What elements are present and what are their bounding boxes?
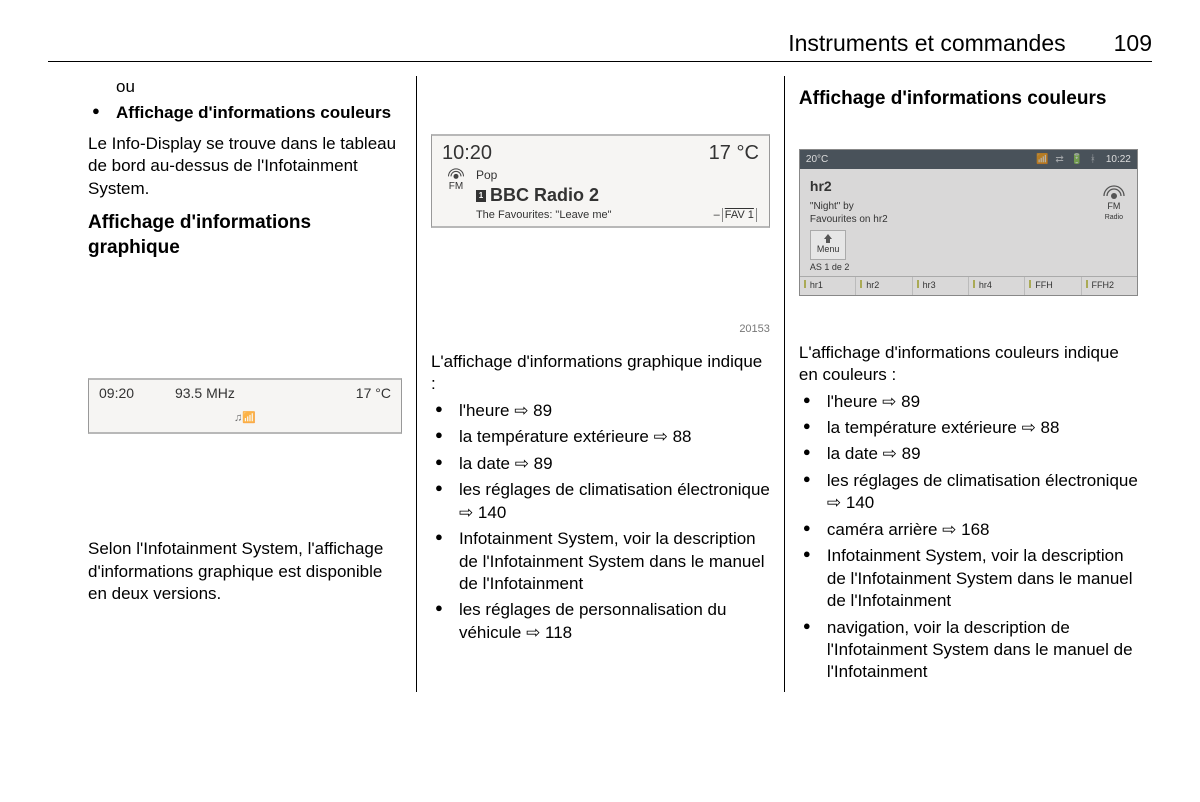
bullet-list: l'heure ⇨ 89 la température extérieure ⇨ … (431, 400, 770, 644)
fm-icon: FM Radio (1101, 183, 1127, 226)
bullet-list-continued: Affichage d'informations couleurs (88, 102, 402, 124)
cross-reference: ⇨ 88 (1022, 418, 1060, 437)
lcd-genre: Pop (476, 168, 759, 184)
list-intro: L'affichage d'informations graphique ind… (431, 351, 770, 396)
lcd-fav-dash: – (714, 208, 720, 223)
cd-fm-label: FM (1107, 201, 1120, 213)
figure-spacer (88, 448, 402, 538)
preset-number: 1 (476, 190, 486, 202)
cd-presets-row: hr1hr2hr3hr4FFHFFH2 (800, 276, 1137, 295)
cd-preset: FFH (1025, 277, 1081, 295)
column-3: Affichage d'informations couleurs 20°C 📶… (784, 76, 1152, 692)
list-item: l'heure ⇨ 89 (431, 400, 770, 422)
cd-preset: FFH2 (1082, 277, 1137, 295)
list-item: l'heure ⇨ 89 (799, 391, 1138, 413)
figure-spacer (431, 90, 770, 134)
cd-preset: hr2 (856, 277, 912, 295)
figure-spacer (799, 296, 1138, 342)
cd-temp: 20°C (806, 153, 828, 166)
lcd-temp: 17 °C (709, 140, 759, 166)
list-item: les réglages de climatisation électroniq… (431, 479, 770, 524)
cd-station: hr2 (810, 177, 888, 195)
lcd-fav: – FAV 1 (714, 208, 759, 223)
list-item: caméra arrière ⇨ 168 (799, 519, 1138, 541)
paragraph: Le Info-Display se trouve dans le tablea… (88, 133, 402, 200)
cross-reference: ⇨ 140 (459, 503, 506, 522)
cross-reference: ⇨ 89 (515, 454, 553, 473)
list-item: la date ⇨ 89 (431, 453, 770, 475)
header-section-title: Instruments et commandes (788, 30, 1065, 57)
cd-status-icons: 📶 ⇄ 🔋 ᚼ (1036, 153, 1098, 166)
lcd-time: 09:20 (99, 384, 134, 402)
list-item: la température extérieure ⇨ 88 (799, 417, 1138, 439)
lcd-time: 10:20 (442, 140, 492, 166)
cross-reference: ⇨ 89 (882, 392, 920, 411)
cross-reference: ⇨ 118 (526, 623, 572, 642)
lcd-temp: 17 °C (356, 384, 391, 402)
cd-preset: hr1 (800, 277, 856, 295)
cd-track-line2: Favourites on hr2 (810, 213, 888, 226)
station-name: BBC Radio 2 (490, 184, 599, 208)
cross-reference: ⇨ 89 (883, 444, 921, 463)
lcd-station: 1 BBC Radio 2 (476, 184, 759, 208)
colour-display-screenshot: 20°C 📶 ⇄ 🔋 ᚼ 10:22 hr2 "Night" by Favour… (799, 149, 1138, 296)
cd-menu-label: Menu (817, 244, 840, 256)
list-item: Infotainment System, voir la description… (431, 528, 770, 595)
cd-statusbar: 20°C 📶 ⇄ 🔋 ᚼ 10:22 (800, 150, 1137, 169)
fav-label: FAV 1 (725, 208, 754, 223)
fm-icon: FM (442, 166, 470, 222)
list-item-bold: Affichage d'informations couleurs (116, 103, 391, 122)
paragraph: Selon l'Infotainment System, l'affichage… (88, 538, 402, 605)
cd-fm-sub: Radio (1105, 213, 1123, 222)
column-2: 10:20 17 °C FM Pop 1 BBC Radio 2 (416, 76, 784, 692)
column-1: ou Affichage d'informations couleurs Le … (48, 76, 416, 692)
cross-reference: ⇨ 168 (942, 520, 989, 539)
lcd-screen-large: 10:20 17 °C FM Pop 1 BBC Radio 2 (431, 134, 770, 228)
cd-menu-button: Menu (810, 230, 847, 260)
header-page-number: 109 (1114, 30, 1152, 57)
figure-id: 20153 (431, 322, 770, 337)
figure-lcd-large: 10:20 17 °C FM Pop 1 BBC Radio 2 (431, 90, 770, 337)
figure-spacer (799, 119, 1138, 149)
cross-reference: ⇨ 88 (654, 427, 692, 446)
list-item: les réglages de climatisation électroniq… (799, 470, 1138, 515)
cross-reference: ⇨ 140 (827, 493, 874, 512)
cd-time: 10:22 (1106, 153, 1131, 166)
cd-preset: hr4 (969, 277, 1025, 295)
fm-label: FM (449, 180, 463, 193)
list-item: les réglages de personnalisation du véhi… (431, 599, 770, 644)
lcd-track: The Favourites: "Leave me" (476, 208, 612, 223)
list-item: la température extérieure ⇨ 88 (431, 426, 770, 448)
lcd-icons: ♫📶 (99, 411, 391, 426)
cross-reference: ⇨ 89 (514, 401, 552, 420)
lcd-freq: 93.5 MHz (175, 384, 235, 402)
figure-lcd-small: 09:20 93.5 MHz 17 °C ♫📶 (88, 378, 402, 434)
cd-preset: hr3 (913, 277, 969, 295)
heading-graphic-display: Affichage d'informations graphique (88, 210, 402, 260)
list-intro: L'affichage d'informations couleurs indi… (799, 342, 1138, 387)
cd-as-indicator: AS 1 de 2 (800, 262, 1137, 276)
bullet-list: l'heure ⇨ 89 la température extérieure ⇨ … (799, 391, 1138, 684)
list-item: Affichage d'informations couleurs (88, 102, 402, 124)
page-header: Instruments et commandes 109 (48, 30, 1152, 62)
list-item: Infotainment System, voir la description… (799, 545, 1138, 612)
columns: ou Affichage d'informations couleurs Le … (48, 76, 1152, 692)
continuation-ou: ou (116, 76, 402, 98)
figure-spacer (88, 268, 402, 364)
heading-colour-display: Affichage d'informations couleurs (799, 86, 1138, 111)
cd-track-line1: "Night" by (810, 200, 888, 213)
list-item: navigation, voir la description de l'Inf… (799, 617, 1138, 684)
lcd-screen-small: 09:20 93.5 MHz 17 °C ♫📶 (88, 378, 402, 434)
list-item: la date ⇨ 89 (799, 443, 1138, 465)
